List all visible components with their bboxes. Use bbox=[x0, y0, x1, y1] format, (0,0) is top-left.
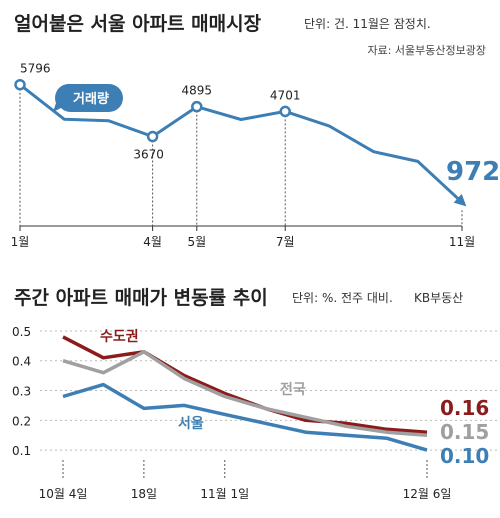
top-x-tick-label: 1월 bbox=[11, 235, 30, 249]
bottom-source: KB부동산 bbox=[414, 291, 463, 305]
top-source: 자료: 서울부동산정보광장 bbox=[367, 44, 486, 57]
end-label-capital: 0.16 bbox=[440, 396, 489, 420]
bottom-line-national bbox=[62, 350, 428, 437]
bottom-y-tick-label: 0.2 bbox=[12, 414, 31, 428]
top-title: 얼어붙은 서울 아파트 매매시장 bbox=[14, 13, 262, 35]
bottom-x-tick-label: 18일 bbox=[131, 487, 157, 501]
bottom-line-seoul bbox=[62, 382, 428, 452]
top-data-point bbox=[191, 100, 203, 113]
volume-bubble-label: 거래량 bbox=[73, 92, 109, 107]
top-data-point bbox=[279, 105, 291, 118]
bottom-x-tick-label: 11월 1일 bbox=[200, 487, 249, 501]
end-label-national: 0.15 bbox=[440, 420, 489, 444]
top-x-tick-label: 11월 bbox=[449, 235, 475, 249]
volume-bubble: 거래량 bbox=[53, 83, 123, 113]
bottom-y-tick-label: 0.4 bbox=[12, 355, 31, 369]
series-label-national: 전국 bbox=[280, 381, 306, 398]
bottom-y-tick-label: 0.5 bbox=[12, 325, 31, 339]
series-label-seoul: 서울 bbox=[178, 415, 204, 432]
end-label-seoul: 0.10 bbox=[440, 444, 489, 468]
bottom-x-tick-label: 10월 4일 bbox=[39, 487, 88, 501]
top-data-point bbox=[146, 130, 159, 143]
volume-bubble-shape bbox=[53, 83, 123, 113]
top-unit: 단위: 건. 11월은 잠정치. bbox=[304, 17, 431, 31]
top-data-label: 5796 bbox=[20, 62, 51, 76]
top-x-tick-label: 7월 bbox=[276, 235, 295, 249]
top-end-value: 972 bbox=[446, 157, 500, 187]
top-data-label: 4701 bbox=[270, 88, 301, 102]
bottom-y-tick-label: 0.3 bbox=[12, 385, 31, 399]
top-data-label: 4895 bbox=[182, 84, 213, 98]
bottom-y-tick-label: 0.1 bbox=[12, 444, 31, 458]
bottom-unit: 단위: %. 전주 대비. bbox=[292, 291, 393, 305]
bottom-x-tick-label: 12월 6일 bbox=[403, 487, 452, 501]
top-series-line bbox=[19, 83, 467, 207]
top-data-point bbox=[14, 78, 26, 91]
top-chart-marks: 1월 4월 5월 7월 11월 5796 3670 4895 4701 bbox=[11, 62, 476, 249]
top-x-tick-label: 4월 bbox=[143, 235, 162, 249]
top-x-tick-label: 5월 bbox=[187, 235, 206, 249]
series-label-capital: 수도권 bbox=[100, 329, 139, 345]
top-data-label: 3670 bbox=[133, 148, 164, 162]
bottom-title: 주간 아파트 매매가 변동률 추이 bbox=[14, 287, 268, 309]
bottom-chart-marks: 0.1 0.2 0.3 0.4 0.5 10월 4일 18일 11월 1일 12월 6일 bbox=[12, 325, 500, 501]
